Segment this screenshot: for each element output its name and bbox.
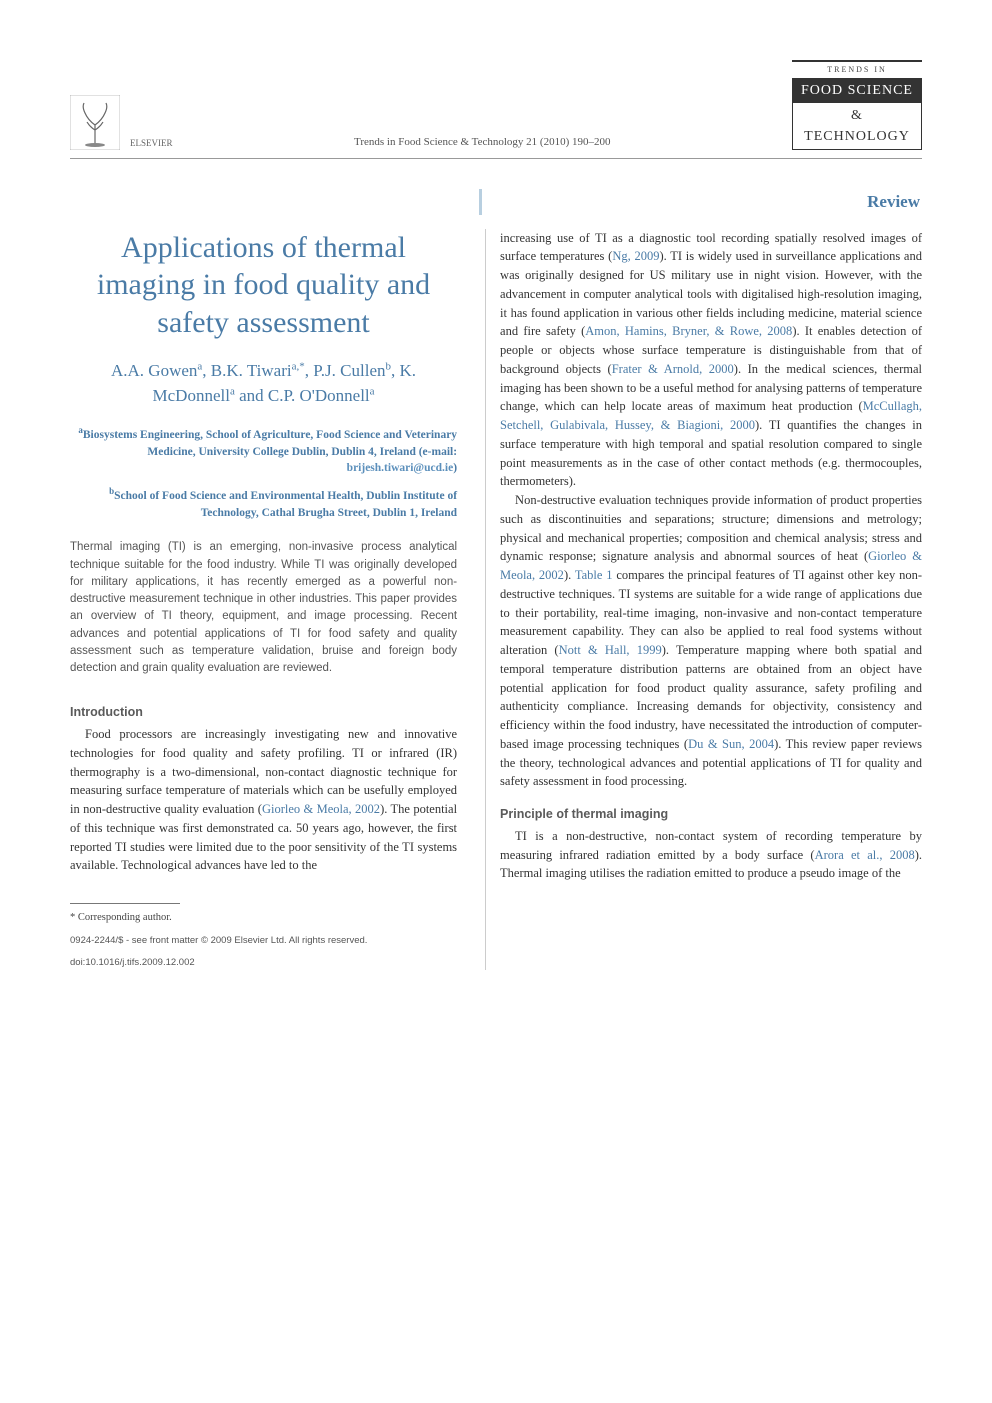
journal-logo-line1: TRENDS IN (792, 60, 922, 78)
citation-link[interactable]: Frater & Arnold, 2000 (612, 362, 734, 376)
citation-link[interactable]: Ng, 2009 (612, 249, 659, 263)
right-paragraph-1: increasing use of TI as a diagnostic too… (500, 229, 922, 492)
corresponding-author-note: * Corresponding author. (70, 910, 457, 926)
citation-link[interactable]: Du & Sun, 2004 (688, 737, 774, 751)
copyright-line: 0924-2244/$ - see front matter © 2009 El… (70, 934, 457, 948)
affiliation-b: bSchool of Food Science and Environmenta… (70, 485, 457, 521)
elsevier-tree-icon (70, 95, 120, 150)
citation-link[interactable]: Arora et al., 2008 (815, 848, 915, 862)
rp2-d: ). Temperature mapping where both spatia… (500, 643, 922, 751)
citation-link[interactable]: Giorleo & Meola, 2002 (262, 802, 380, 816)
article-title: Applications of thermal imaging in food … (70, 229, 457, 342)
journal-logo: TRENDS IN FOOD SCIENCE & TECHNOLOGY (792, 60, 922, 150)
right-paragraph-2: Non-destructive evaluation techniques pr… (500, 491, 922, 791)
intro-paragraph-1: Food processors are increasingly investi… (70, 725, 457, 875)
page-header: ELSEVIER Trends in Food Science & Techno… (70, 60, 922, 159)
section-heading-principle: Principle of thermal imaging (500, 805, 922, 824)
rp2-b: ). (564, 568, 575, 582)
author-list: A.A. Gowena, B.K. Tiwaria,*, P.J. Cullen… (70, 359, 457, 408)
affiliation-a-close: ) (453, 462, 457, 474)
affiliation-b-text: School of Food Science and Environmental… (114, 490, 457, 519)
journal-logo-line3: & TECHNOLOGY (792, 103, 922, 150)
publisher-block: ELSEVIER (70, 95, 173, 150)
doi-line: doi:10.1016/j.tifs.2009.12.002 (70, 956, 457, 970)
right-column: increasing use of TI as a diagnostic too… (485, 229, 922, 971)
section-heading-introduction: Introduction (70, 703, 457, 722)
rp2-a: Non-destructive evaluation techniques pr… (500, 493, 922, 563)
publisher-name: ELSEVIER (130, 137, 173, 151)
citation-link[interactable]: Nott & Hall, 1999 (559, 643, 662, 657)
journal-reference: Trends in Food Science & Technology 21 (… (173, 134, 793, 151)
citation-link[interactable]: Amon, Hamins, Bryner, & Rowe, 2008 (585, 324, 792, 338)
principle-paragraph-1: TI is a non-destructive, non-contact sys… (500, 827, 922, 883)
table-link[interactable]: Table 1 (575, 568, 613, 582)
article-type-label: Review (479, 189, 922, 215)
journal-logo-line2: FOOD SCIENCE (792, 78, 922, 103)
affiliation-a-text: Biosystems Engineering, School of Agricu… (83, 429, 457, 458)
affiliation-a: aBiosystems Engineering, School of Agric… (70, 424, 457, 477)
abstract-text: Thermal imaging (TI) is an emerging, non… (70, 539, 457, 677)
corresponding-email[interactable]: brijesh.tiwari@ucd.ie (347, 462, 454, 474)
footnote-separator (70, 903, 180, 904)
left-column: Applications of thermal imaging in food … (70, 229, 457, 971)
